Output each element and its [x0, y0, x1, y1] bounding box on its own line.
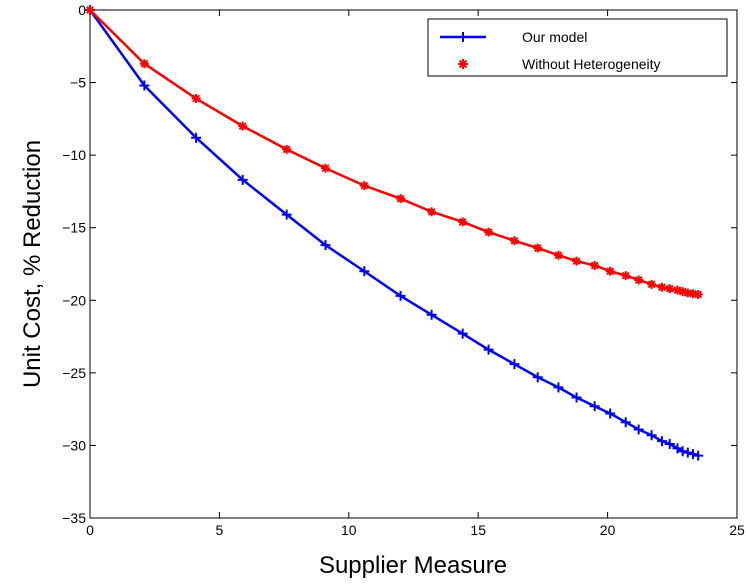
- data-point: [634, 275, 644, 285]
- data-point: [359, 181, 369, 191]
- legend-box: [427, 18, 728, 77]
- data-point: [282, 144, 292, 154]
- data-point: [359, 266, 370, 277]
- x-axis: 0 5 10 15 20 25: [86, 10, 745, 538]
- y-axis: 0 −5 −10 −15 −20 −25 −30 −35: [62, 2, 737, 526]
- legend-label-our-model: Our model: [522, 29, 587, 45]
- data-point: [483, 344, 494, 355]
- legend-marker-our-model: [458, 32, 468, 42]
- data-point: [321, 163, 331, 173]
- data-point: [590, 260, 600, 270]
- data-point: [621, 271, 631, 281]
- x-tick-label: 10: [341, 522, 357, 538]
- y-axis-title: Unit Cost, % Reduction: [19, 140, 46, 388]
- data-point: [237, 174, 248, 185]
- data-point: [426, 309, 437, 320]
- data-point: [191, 94, 201, 104]
- data-point: [677, 446, 688, 457]
- data-point: [281, 209, 292, 220]
- legend: Our model Without Heterogeneity: [427, 18, 728, 77]
- data-point: [693, 450, 704, 461]
- data-point: [509, 236, 519, 246]
- y-tick-label: −10: [62, 147, 86, 163]
- data-point: [139, 59, 149, 69]
- data-point: [484, 227, 494, 237]
- x-axis-title: Supplier Measure: [319, 552, 507, 579]
- data-point: [572, 256, 582, 266]
- y-tick-label: −25: [62, 365, 86, 381]
- data-point: [458, 217, 468, 227]
- data-point: [589, 401, 600, 412]
- y-tick-label: −35: [62, 510, 86, 526]
- data-point: [605, 408, 616, 419]
- plot-area: [89, 9, 738, 519]
- y-tick-label: −5: [70, 75, 86, 91]
- y-tick-label: −15: [62, 220, 86, 236]
- data-point: [688, 289, 698, 299]
- data-point: [320, 240, 331, 251]
- data-point: [672, 285, 682, 295]
- x-tick-label: 20: [600, 522, 616, 538]
- data-point: [533, 243, 543, 253]
- data-point: [457, 328, 468, 339]
- data-point: [191, 132, 202, 143]
- y-tick-label: −20: [62, 292, 86, 308]
- data-point: [657, 282, 667, 292]
- legend-label-without-heterogeneity: Without Heterogeneity: [522, 56, 661, 72]
- data-point: [633, 424, 644, 435]
- data-point: [571, 392, 582, 403]
- data-point: [683, 288, 693, 298]
- data-point: [664, 438, 675, 449]
- data-point: [553, 382, 564, 393]
- data-point: [646, 430, 657, 441]
- data-point: [656, 436, 667, 447]
- data-point: [647, 279, 657, 289]
- data-point: [85, 5, 95, 15]
- data-point: [688, 449, 699, 460]
- data-point: [678, 287, 688, 297]
- data-point: [693, 289, 703, 299]
- data-point: [395, 290, 406, 301]
- data-point: [509, 359, 520, 370]
- series-layer: [85, 5, 704, 461]
- data-point: [553, 250, 563, 260]
- data-point: [139, 80, 150, 91]
- data-point: [682, 447, 693, 458]
- data-point: [605, 266, 615, 276]
- y-tick-label: 0: [78, 2, 86, 18]
- x-tick-label: 15: [470, 522, 486, 538]
- data-point: [620, 417, 631, 428]
- data-point: [238, 121, 248, 131]
- legend-marker-without-heterogeneity: [458, 59, 468, 69]
- x-tick-label: 25: [729, 522, 745, 538]
- data-point: [396, 194, 406, 204]
- data-point: [532, 372, 543, 383]
- data-point: [665, 284, 675, 294]
- data-point: [672, 443, 683, 454]
- x-tick-label: 5: [216, 522, 224, 538]
- data-point: [427, 207, 437, 217]
- y-tick-label: −30: [62, 437, 86, 453]
- x-tick-label: 0: [86, 522, 94, 538]
